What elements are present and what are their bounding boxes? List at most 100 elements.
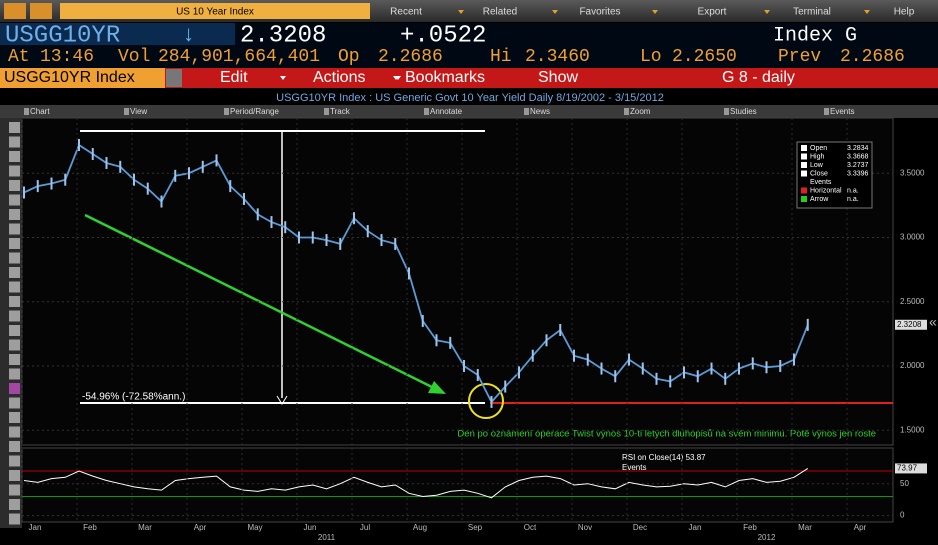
menu-security-arrow[interactable] xyxy=(166,69,182,87)
tool-icon[interactable] xyxy=(9,281,20,293)
tool-icon[interactable] xyxy=(9,296,20,307)
tab-icon[interactable] xyxy=(824,108,829,115)
toolbar-menu[interactable]: Favorites xyxy=(579,7,620,18)
price-bar xyxy=(696,370,699,383)
quote-label: Prev xyxy=(778,47,821,67)
tool-icon[interactable] xyxy=(9,151,20,162)
forward-button[interactable] xyxy=(30,3,52,19)
page-name: G 8 - daily xyxy=(722,69,795,86)
tool-icon[interactable] xyxy=(9,267,20,278)
tool-icon[interactable] xyxy=(9,209,20,220)
price-bar xyxy=(614,370,617,383)
menu-item[interactable]: Actions xyxy=(313,69,365,86)
tool-icon[interactable] xyxy=(9,383,20,394)
tab[interactable]: Chart xyxy=(30,107,50,116)
legend-label: Open xyxy=(810,145,827,152)
tool-icon[interactable] xyxy=(9,122,20,133)
tab[interactable]: Zoom xyxy=(630,107,651,116)
price-bar xyxy=(36,180,39,193)
tab-icon[interactable] xyxy=(524,108,529,115)
tab[interactable]: Track xyxy=(330,107,351,116)
tool-icon[interactable] xyxy=(9,194,20,206)
tab[interactable]: News xyxy=(530,107,550,116)
security-dropdown[interactable] xyxy=(60,3,370,19)
price-bar xyxy=(586,353,589,366)
tab-icon[interactable] xyxy=(224,108,229,115)
last-price: 2.3208 xyxy=(240,22,326,49)
x-tick-label: Mar xyxy=(138,523,152,532)
quote-label: Lo xyxy=(640,47,662,67)
year-label: 2011 xyxy=(318,533,336,542)
price-bar xyxy=(160,195,163,208)
price-bar xyxy=(105,156,108,169)
menu-bar xyxy=(0,68,938,88)
tab-icon[interactable] xyxy=(424,108,429,115)
price-bar xyxy=(23,186,25,199)
tab-icon[interactable] xyxy=(24,108,29,115)
tab[interactable]: Annotate xyxy=(430,107,463,116)
toolbar-menu[interactable]: Export xyxy=(698,7,727,18)
tool-icon[interactable] xyxy=(9,368,20,380)
tab[interactable]: Events xyxy=(830,107,854,116)
tool-icon[interactable] xyxy=(9,325,20,336)
tab-icon[interactable] xyxy=(324,108,329,115)
menu-security-bg xyxy=(0,68,165,88)
x-tick-label: Oct xyxy=(524,523,537,532)
tool-icon[interactable] xyxy=(9,484,20,496)
price-bar xyxy=(256,208,259,221)
x-tick-label: Feb xyxy=(83,523,97,532)
price-bar xyxy=(765,361,768,374)
chart-title: USGG10YR Index : US Generic Govt 10 Year… xyxy=(276,92,664,104)
tool-icon[interactable] xyxy=(9,441,20,452)
series-line xyxy=(23,467,809,499)
toolbar-menu[interactable]: Related xyxy=(483,7,517,18)
annotation-arrowhead xyxy=(276,395,288,405)
tab-icon[interactable] xyxy=(624,108,629,115)
tool-icon[interactable] xyxy=(9,252,20,264)
tool-icon[interactable] xyxy=(9,180,20,191)
tool-icon[interactable] xyxy=(9,499,20,510)
toolbar-menu[interactable]: Terminal xyxy=(793,7,831,18)
tool-icon[interactable] xyxy=(9,238,20,249)
tab-icon[interactable] xyxy=(124,108,129,115)
legend-label: Horizontal xyxy=(810,187,842,194)
x-tick-label: Apr xyxy=(194,523,207,532)
price-bar xyxy=(174,169,177,182)
toolbar-menu[interactable]: Help xyxy=(894,7,915,18)
menu-caret xyxy=(652,10,658,14)
menu-item[interactable]: Bookmarks xyxy=(405,69,485,86)
menu-security[interactable]: USGG10YR Index xyxy=(4,69,135,86)
tool-icon[interactable] xyxy=(9,339,20,351)
y-tick-label: 2.5000 xyxy=(900,297,925,306)
tool-icon[interactable] xyxy=(9,470,20,481)
tool-icon[interactable] xyxy=(9,136,20,148)
menu-item[interactable]: Edit xyxy=(220,69,248,86)
tab[interactable]: Period/Range xyxy=(230,107,279,116)
menu-item[interactable]: Show xyxy=(538,69,578,86)
legend-label: Arrow xyxy=(810,196,829,203)
tab[interactable]: Studies xyxy=(730,107,757,116)
tool-icon[interactable] xyxy=(9,397,20,409)
tool-icon[interactable] xyxy=(9,165,20,177)
toolbar-menu[interactable]: Recent xyxy=(390,7,422,18)
legend-label: Close xyxy=(810,170,828,177)
tool-icon[interactable] xyxy=(9,223,20,235)
quote-value: 2.3460 xyxy=(525,47,590,67)
price-bar xyxy=(683,366,685,379)
y-tick-label: 2.0000 xyxy=(900,361,925,370)
tool-icon[interactable] xyxy=(9,310,20,322)
annotation-note: Den po oznámení operace Twist výnos 10-t… xyxy=(457,429,876,440)
back-button[interactable] xyxy=(4,3,26,19)
menu-caret xyxy=(395,76,401,80)
tool-icon[interactable] xyxy=(9,513,20,525)
menu-caret xyxy=(280,76,286,80)
tab[interactable]: View xyxy=(130,107,147,116)
tool-icon[interactable] xyxy=(9,426,20,438)
tool-icon[interactable] xyxy=(9,455,20,467)
legend-box xyxy=(796,141,873,209)
tool-icon[interactable] xyxy=(9,354,20,365)
collapse-arrow[interactable]: « xyxy=(929,314,937,330)
tab-icon[interactable] xyxy=(724,108,729,115)
price-bar xyxy=(573,349,575,362)
tool-icon[interactable] xyxy=(9,412,20,423)
